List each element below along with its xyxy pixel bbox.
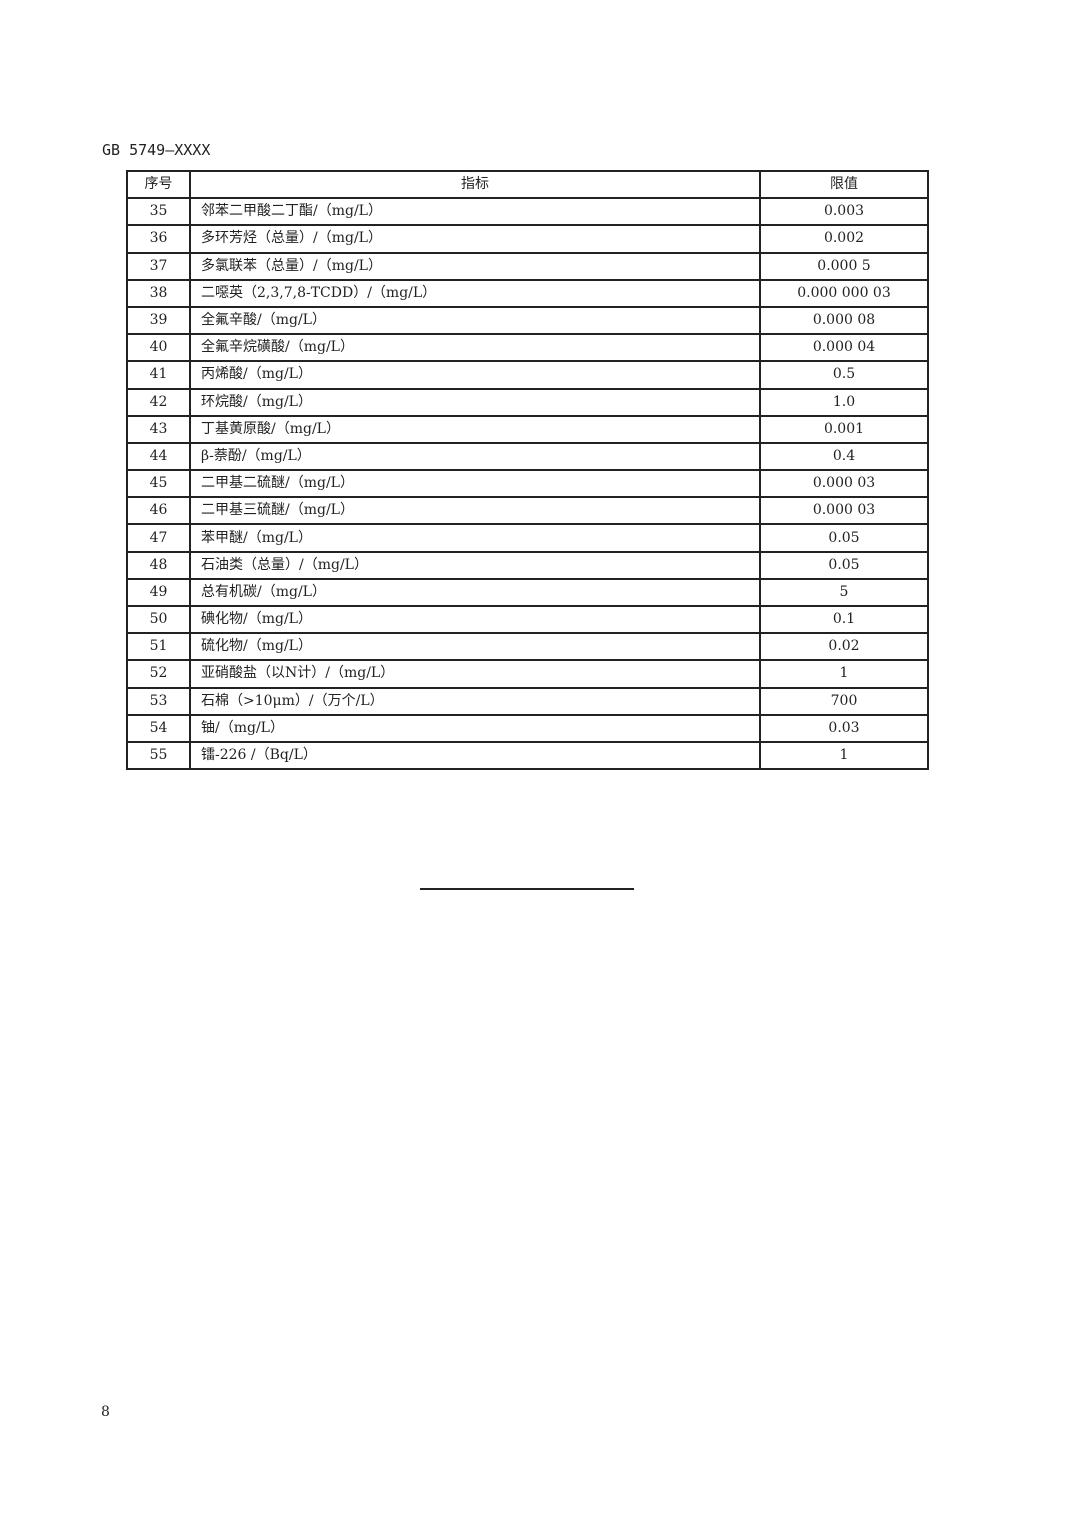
row-index: 36 [126,224,191,254]
row-limit: 0.05 [759,523,929,553]
row-index: 45 [126,469,191,499]
row-indicator: 二甲基三硫醚/（mg/L） [189,496,761,526]
row-indicator: 苯甲醚/（mg/L） [189,523,761,553]
row-indicator: β-萘酚/（mg/L） [189,441,761,472]
row-limit: 0.000 03 [759,469,929,499]
row-index: 43 [126,414,191,444]
row-indicator: 镭-226 /（Bq/L） [189,740,761,771]
table-header-row: 序号 指标 限值 [126,169,929,200]
row-indicator: 总有机碳/（mg/L） [189,577,761,608]
row-index: 55 [126,740,191,771]
row-indicator: 石油类（总量）/（mg/L） [189,550,761,580]
table-row: 36 多环芳烃（总量）/（mg/L） 0.002 [126,224,929,254]
row-limit: 0.003 [759,197,929,227]
row-limit: 0.03 [759,713,929,743]
end-rule-divider [420,888,634,890]
row-limit: 0.02 [759,632,929,662]
row-limit: 0.4 [759,441,929,472]
table-row: 39 全氟辛酸/（mg/L） 0.000 08 [126,305,929,336]
table-row: 54 铀/（mg/L） 0.03 [126,713,929,743]
row-limit: 1.0 [759,387,929,417]
row-indicator: 石棉（>10μm）/（万个/L） [189,686,761,716]
table-row: 46 二甲基三硫醚/（mg/L） 0.000 03 [126,496,929,526]
row-indicator: 硫化物/（mg/L） [189,632,761,662]
row-limit: 0.002 [759,224,929,254]
table-row: 53 石棉（>10μm）/（万个/L） 700 [126,686,929,716]
standard-code: GB 5749—XXXX [102,141,211,159]
row-index: 54 [126,713,191,743]
row-indicator: 二噁英（2,3,7,8-TCDD）/（mg/L） [189,278,761,308]
row-index: 40 [126,333,191,363]
table-row: 45 二甲基二硫醚/（mg/L） 0.000 03 [126,469,929,499]
table-row: 40 全氟辛烷磺酸/（mg/L） 0.000 04 [126,333,929,363]
row-indicator: 二甲基二硫醚/（mg/L） [189,469,761,499]
row-limit: 0.05 [759,550,929,580]
row-limit: 0.000 000 03 [759,278,929,308]
row-indicator: 亚硝酸盐（以N计）/（mg/L） [189,659,761,689]
row-indicator: 丙烯酸/（mg/L） [189,360,761,390]
row-limit: 0.000 04 [759,333,929,363]
row-limit: 700 [759,686,929,716]
row-indicator: 丁基黄原酸/（mg/L） [189,414,761,444]
row-index: 42 [126,387,191,417]
column-header-index: 序号 [126,169,191,200]
table-row: 55 镭-226 /（Bq/L） 1 [126,740,929,771]
table-row: 37 多氯联苯（总量）/（mg/L） 0.000 5 [126,251,929,281]
row-index: 48 [126,550,191,580]
table-row: 50 碘化物/（mg/L） 0.1 [126,604,929,635]
row-indicator: 邻苯二甲酸二丁酯/（mg/L） [189,197,761,227]
row-index: 37 [126,251,191,281]
column-header-limit: 限值 [759,169,929,200]
row-indicator: 多环芳烃（总量）/（mg/L） [189,224,761,254]
row-index: 50 [126,604,191,635]
table-row: 35 邻苯二甲酸二丁酯/（mg/L） 0.003 [126,197,929,227]
table-row: 38 二噁英（2,3,7,8-TCDD）/（mg/L） 0.000 000 03 [126,278,929,308]
row-index: 41 [126,360,191,390]
row-limit: 0.000 5 [759,251,929,281]
row-limit: 0.5 [759,360,929,390]
row-limit: 1 [759,740,929,771]
row-indicator: 全氟辛烷磺酸/（mg/L） [189,333,761,363]
row-limit: 0.000 08 [759,305,929,336]
row-index: 38 [126,278,191,308]
row-index: 51 [126,632,191,662]
table-row: 44 β-萘酚/（mg/L） 0.4 [126,441,929,472]
row-limit: 0.000 03 [759,496,929,526]
row-index: 47 [126,523,191,553]
table-row: 51 硫化物/（mg/L） 0.02 [126,632,929,662]
row-index: 35 [126,197,191,227]
table-row: 43 丁基黄原酸/（mg/L） 0.001 [126,414,929,444]
row-index: 44 [126,441,191,472]
table-row: 52 亚硝酸盐（以N计）/（mg/L） 1 [126,659,929,689]
table-row: 49 总有机碳/（mg/L） 5 [126,577,929,608]
row-index: 39 [126,305,191,336]
row-index: 49 [126,577,191,608]
limits-table: 序号 指标 限值 35 邻苯二甲酸二丁酯/（mg/L） 0.003 36 多环芳烃（总量… [126,169,929,771]
table-row: 42 环烷酸/（mg/L） 1.0 [126,387,929,417]
row-indicator: 环烷酸/（mg/L） [189,387,761,417]
row-index: 53 [126,686,191,716]
table-row: 48 石油类（总量）/（mg/L） 0.05 [126,550,929,580]
row-limit: 5 [759,577,929,608]
column-header-indicator: 指标 [189,169,761,200]
row-indicator: 多氯联苯（总量）/（mg/L） [189,251,761,281]
row-limit: 1 [759,659,929,689]
row-index: 52 [126,659,191,689]
table-row: 41 丙烯酸/（mg/L） 0.5 [126,360,929,390]
row-index: 46 [126,496,191,526]
row-limit: 0.1 [759,604,929,635]
table-row: 47 苯甲醚/（mg/L） 0.05 [126,523,929,553]
row-indicator: 铀/（mg/L） [189,713,761,743]
row-indicator: 全氟辛酸/（mg/L） [189,305,761,336]
page-number: 8 [101,1404,110,1420]
row-limit: 0.001 [759,414,929,444]
row-indicator: 碘化物/（mg/L） [189,604,761,635]
